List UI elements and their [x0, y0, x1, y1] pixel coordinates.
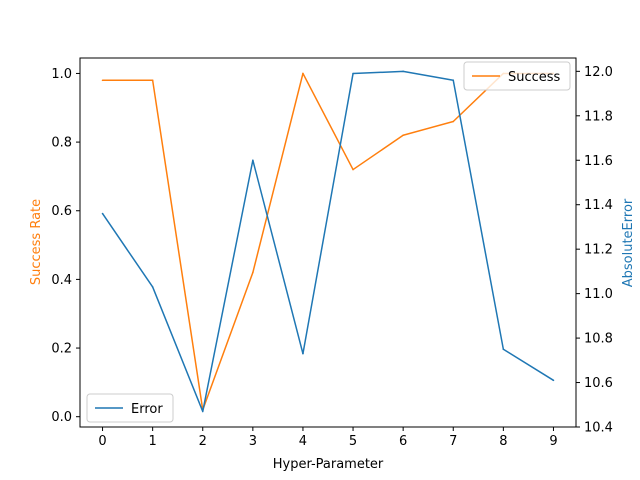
x-tick-label-5: 5 [349, 434, 357, 449]
right-y-tick-label-4: 11.2 [584, 243, 613, 258]
data-point-error-4 [302, 352, 304, 355]
legend-error-box [86, 393, 174, 423]
data-point-error-2 [201, 410, 204, 413]
series-layer [101, 70, 555, 413]
x-tick-label-9: 9 [549, 434, 557, 449]
data-point-error-9 [552, 379, 555, 382]
data-point-error-0 [101, 212, 104, 215]
data-point-error-5 [352, 72, 354, 75]
x-axis-label: Hyper-Parameter [273, 457, 384, 472]
left-y-tick-label-3: 0.6 [51, 204, 72, 219]
data-point-success-0 [101, 79, 104, 82]
x-tick-label-1: 1 [149, 434, 157, 449]
data-point-error-3 [252, 159, 254, 162]
right-y-tick-label-7: 11.8 [584, 109, 613, 124]
series-line-error [101, 70, 554, 413]
data-point-success-3 [252, 271, 254, 274]
legend-error-label: Error [131, 402, 163, 417]
right-y-tick-label-2: 10.8 [584, 332, 613, 347]
right-y-tick-label-3: 11.0 [584, 287, 613, 302]
data-point-error-6 [402, 70, 404, 73]
right-y-tick-label-6: 11.6 [584, 154, 613, 169]
right-y-tick-label-8: 12.0 [584, 65, 613, 80]
left-y-tick-label-5: 1.0 [51, 67, 72, 82]
x-tick-label-2: 2 [199, 434, 207, 449]
right-y-axis-label: AbsoluteError [621, 198, 636, 287]
right-y-tick-label-5: 11.4 [584, 198, 613, 213]
plot-frame [79, 57, 577, 428]
x-tick-label-4: 4 [299, 434, 307, 449]
data-point-error-7 [452, 79, 455, 82]
left-y-axis: 0.0 0.2 0.4 0.6 0.8 1.0 [51, 67, 80, 425]
left-y-tick-label-2: 0.4 [51, 273, 72, 288]
right-y-axis: 10.4 10.6 10.8 11.0 11.2 11.4 11.6 11.8 12.0 [576, 65, 613, 436]
data-point-error-1 [151, 286, 154, 288]
legend-success-box [463, 61, 571, 91]
x-tick-label-0: 0 [98, 434, 106, 449]
data-point-error-8 [502, 348, 505, 351]
legend-error: Error [86, 393, 174, 423]
x-axis: 0 1 2 3 4 5 6 7 8 9 [98, 427, 558, 449]
data-point-success-6 [402, 134, 404, 137]
left-y-axis-label: Success Rate [29, 199, 44, 285]
x-tick-label-3: 3 [249, 434, 257, 449]
data-point-success-7 [452, 120, 455, 123]
x-tick-label-8: 8 [499, 434, 507, 449]
right-y-tick-label-1: 10.6 [584, 376, 613, 391]
left-y-tick-label-0: 0.0 [51, 410, 72, 425]
data-point-success-1 [151, 79, 154, 82]
left-y-tick-label-4: 0.8 [51, 136, 72, 151]
data-point-success-5 [352, 168, 354, 171]
legend-success: Success [463, 61, 571, 91]
x-tick-label-7: 7 [449, 434, 457, 449]
data-point-success-4 [302, 72, 304, 75]
legend-success-label: Success [508, 70, 561, 85]
x-tick-label-6: 6 [399, 434, 407, 449]
left-y-tick-label-1: 0.2 [51, 342, 72, 357]
right-y-tick-label-0: 10.4 [584, 421, 613, 436]
series-line-success [102, 72, 554, 411]
